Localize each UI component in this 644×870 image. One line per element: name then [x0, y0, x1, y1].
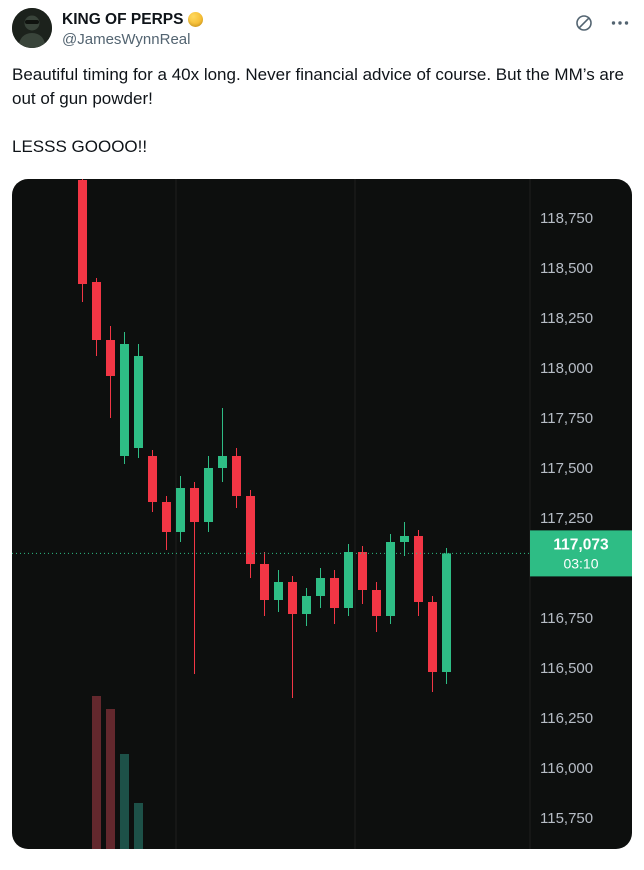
- avatar[interactable]: [12, 8, 52, 48]
- price-axis-label: 116,500: [540, 660, 593, 677]
- candle-body: [274, 582, 283, 600]
- candle-body: [386, 542, 395, 616]
- candlestick-chart: 118,750 118,500 118,250 118,000 117,750 117,5…: [12, 179, 632, 849]
- candle-body: [358, 552, 367, 590]
- candle-body: [92, 282, 101, 340]
- tweet-text: Beautiful timing for a 40x long. Never f…: [12, 63, 632, 159]
- price-axis-label: 115,750: [540, 810, 593, 827]
- candle-body: [330, 578, 339, 608]
- candle-body: [260, 564, 269, 600]
- candle-body: [218, 456, 227, 468]
- tweet: KING OF PERPS @JamesWynnReal Beautiful t…: [12, 8, 632, 849]
- candle-body: [372, 590, 381, 616]
- candle-body: [316, 578, 325, 596]
- salute-emoji: [188, 12, 204, 27]
- candle-body: [162, 502, 171, 532]
- candle-body: [204, 468, 213, 522]
- price-axis-label: 116,000: [540, 760, 593, 777]
- more-options-icon[interactable]: [610, 13, 630, 33]
- header-actions: [574, 8, 632, 33]
- volume-bar: [120, 754, 129, 849]
- candle-body: [176, 488, 185, 532]
- candle-body: [344, 552, 353, 608]
- price-axis-label: 116,250: [540, 710, 593, 727]
- candle-body: [148, 456, 157, 502]
- mute-icon[interactable]: [574, 13, 594, 33]
- candle-body: [232, 456, 241, 496]
- candle-body: [246, 496, 255, 564]
- user-handle[interactable]: @JamesWynnReal: [62, 31, 191, 48]
- volume-bar: [106, 709, 115, 849]
- tweet-paragraph-1: Beautiful timing for a 40x long. Never f…: [12, 65, 624, 108]
- candle-body: [106, 340, 115, 376]
- avatar-image: [12, 8, 52, 48]
- candle-body: [134, 356, 143, 448]
- candle-body: [190, 488, 199, 522]
- candle-body: [288, 582, 297, 614]
- display-name[interactable]: KING OF PERPS: [62, 11, 184, 28]
- candle-body: [302, 596, 311, 614]
- price-axis-label: 117,750: [540, 410, 593, 427]
- countdown-timer: 03:10: [563, 555, 598, 571]
- price-axis-label: 118,000: [540, 360, 593, 377]
- volume-bar: [92, 696, 101, 849]
- candle-body: [442, 553, 451, 672]
- tweet-header: KING OF PERPS @JamesWynnReal: [12, 8, 632, 49]
- tweet-paragraph-2: LESSS GOOOO!!: [12, 137, 148, 156]
- display-name-row: KING OF PERPS: [62, 10, 574, 29]
- price-axis-label: 118,250: [540, 310, 593, 327]
- candle-body: [428, 602, 437, 672]
- candle-body: [120, 344, 129, 456]
- price-axis-label: 116,750: [540, 610, 593, 627]
- candle-body: [78, 180, 87, 284]
- user-names: KING OF PERPS @JamesWynnReal: [62, 8, 574, 49]
- chart-image[interactable]: 118,750 118,500 118,250 118,000 117,750 117,5…: [12, 179, 632, 849]
- candle-body: [400, 536, 409, 542]
- price-axis-label: 117,500: [540, 460, 593, 477]
- price-axis-label: 117,250: [540, 510, 593, 527]
- price-axis-label: 118,750: [540, 210, 593, 227]
- current-price-tag: [530, 530, 632, 577]
- current-price-value: 117,073: [553, 536, 609, 553]
- candle-body: [414, 536, 423, 602]
- volume-bar: [134, 803, 143, 849]
- price-axis-label: 118,500: [540, 260, 593, 277]
